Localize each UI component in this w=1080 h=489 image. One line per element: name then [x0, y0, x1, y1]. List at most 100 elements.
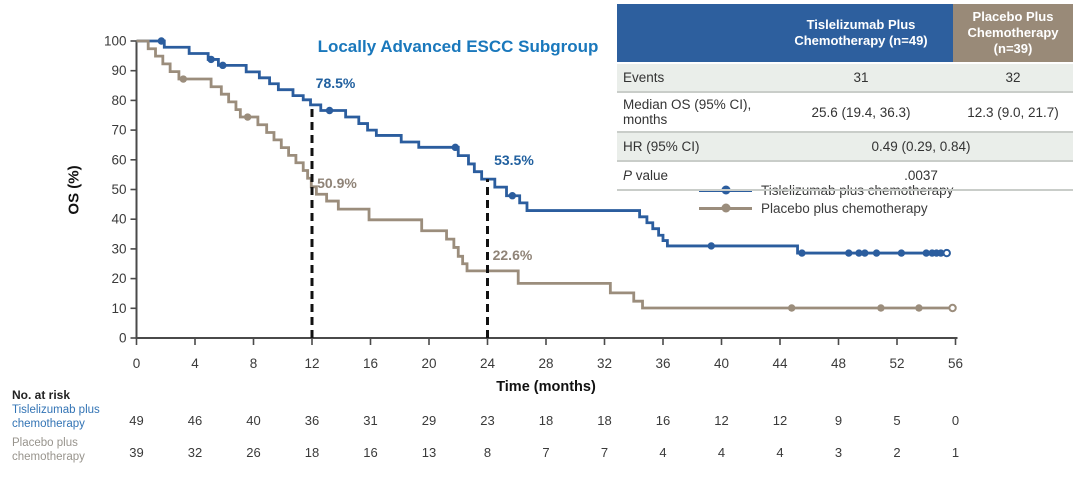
legend-label-placebo: Placebo plus chemotherapy	[761, 200, 928, 216]
x-tick-label: 16	[363, 356, 378, 371]
x-tick-label: 12	[304, 356, 319, 371]
risk-count: 18	[538, 413, 554, 428]
censor-mark-tislelizumab	[451, 143, 460, 152]
x-tick-label: 36	[655, 356, 670, 371]
risk-count: 12	[714, 413, 729, 428]
stats-table: Tislelizumab Plus Chemotherapy (n=49) Pl…	[617, 4, 1073, 191]
legend-item-tislelizumab: Tislelizumab plus chemotherapy	[699, 181, 953, 199]
risk-table-heading: No. at risk	[12, 388, 71, 402]
x-tick-label: 0	[133, 356, 141, 371]
risk-count: 13	[421, 445, 437, 460]
risk-count: 3	[834, 445, 843, 460]
risk-count: 16	[655, 413, 671, 428]
risk-count: 2	[893, 445, 901, 460]
y-tick-label: 10	[111, 301, 126, 316]
y-tick-label: 20	[111, 271, 126, 286]
x-tick-label: 32	[597, 356, 612, 371]
risk-count: 7	[600, 445, 609, 460]
median-os-tislelizumab: 25.6 (19.4, 36.3)	[811, 104, 911, 120]
risk-count: 46	[187, 413, 203, 428]
pvalue-label-rest: value	[632, 168, 669, 183]
censor-mark-tislelizumab	[508, 192, 517, 200]
placebo-line-swatch	[699, 203, 752, 213]
stats-row-median-os: Median OS (95% CI), months 25.6 (19.4, 3…	[617, 92, 1073, 132]
x-axis-title: Time (months)	[496, 379, 596, 395]
stats-label-events: Events	[623, 70, 665, 85]
pvalue-value: .0037	[904, 168, 938, 183]
censor-mark-tislelizumab	[707, 242, 715, 250]
pvalue-label-italic-p: P	[623, 168, 633, 183]
legend-label-tislelizumab: Tislelizumab plus chemotherapy	[761, 182, 954, 198]
censor-mark-tislelizumab	[325, 106, 334, 115]
y-tick-label: 30	[111, 241, 126, 256]
censor-mark-tislelizumab	[845, 249, 853, 257]
risk-count: 36	[304, 413, 320, 428]
censor-mark-tislelizumab	[937, 249, 945, 257]
censor-mark-tislelizumab	[897, 249, 906, 257]
risk-count: 29	[421, 413, 437, 428]
stats-label-hr: HR (95% CI)	[623, 139, 700, 154]
chart-title: Locally Advanced ESCC Subgroup	[317, 37, 599, 56]
x-tick-label: 24	[480, 356, 496, 371]
risk-count: 23	[480, 413, 495, 428]
y-tick-label: 70	[111, 123, 126, 138]
median-os-placebo: 12.3 (9.0, 21.7)	[967, 104, 1059, 120]
stats-header-corner	[617, 4, 769, 63]
events-placebo: 32	[1005, 70, 1021, 85]
risk-count: 39	[129, 445, 144, 460]
legend-item-placebo: Placebo plus chemotherapy	[699, 199, 953, 217]
risk-count: 7	[542, 445, 550, 460]
censor-mark-placebo	[179, 75, 187, 83]
y-axis-title: OS (%)	[65, 165, 83, 215]
y-tick-label: 100	[104, 34, 127, 49]
x-tick-label: 4	[191, 356, 199, 371]
x-tick-label: 48	[831, 356, 846, 371]
tislelizumab-dot-icon	[721, 185, 730, 195]
annotation-226pct: 22.6%	[492, 247, 533, 264]
tislelizumab-line-swatch	[699, 185, 752, 195]
stats-row-events: Events 31 32	[617, 63, 1073, 92]
placebo-dot-icon	[721, 203, 730, 213]
x-tick-label: 44	[772, 356, 788, 371]
stats-header-row: Tislelizumab Plus Chemotherapy (n=49) Pl…	[617, 4, 1073, 63]
censor-mark-tislelizumab	[872, 249, 881, 257]
risk-count: 1	[951, 445, 960, 460]
stats-label-median-os: Median OS (95% CI), months	[623, 97, 752, 127]
censor-mark-tislelizumab	[798, 249, 806, 257]
stats-label-pvalue: P value	[617, 161, 769, 190]
km-curve-tislelizumab	[136, 39, 947, 255]
censor-mark-tislelizumab	[861, 249, 869, 257]
censor-mark-tislelizumab	[157, 37, 166, 45]
annotation-509pct: 50.9%	[317, 174, 357, 191]
stats-row-hr: HR (95% CI) 0.49 (0.29, 0.84)	[617, 132, 1073, 161]
risk-count: 40	[246, 413, 261, 428]
censor-mark-tislelizumab	[922, 249, 930, 257]
censor-mark-placebo	[915, 304, 923, 312]
events-tislelizumab: 31	[853, 70, 869, 85]
risk-count: 4	[659, 445, 667, 460]
y-tick-label: 60	[111, 152, 126, 167]
risk-count: 18	[597, 413, 612, 428]
x-tick-label: 52	[889, 356, 904, 371]
stats-row-pvalue: P value .0037	[617, 161, 1073, 190]
x-tick-label: 8	[250, 356, 258, 371]
risk-count: 26	[246, 445, 261, 460]
y-tick-label: 50	[111, 182, 126, 197]
x-tick-label: 40	[714, 356, 729, 371]
y-tick-label: 90	[111, 63, 126, 78]
risk-count: 18	[304, 445, 320, 460]
risk-count: 8	[483, 445, 492, 460]
censor-mark-tislelizumab	[855, 249, 863, 257]
stats-header-tislelizumab: Tislelizumab Plus Chemotherapy (n=49)	[769, 4, 953, 63]
risk-count: 16	[363, 445, 378, 460]
risk-count: 9	[834, 413, 843, 428]
km-curve-placebo	[136, 39, 953, 310]
risk-count: 12	[772, 413, 788, 428]
censor-mark-placebo	[243, 113, 252, 121]
censor-mark-placebo	[877, 304, 885, 312]
y-tick-label: 40	[111, 212, 126, 227]
risk-count: 31	[363, 413, 378, 428]
risk-count: 49	[129, 413, 144, 428]
